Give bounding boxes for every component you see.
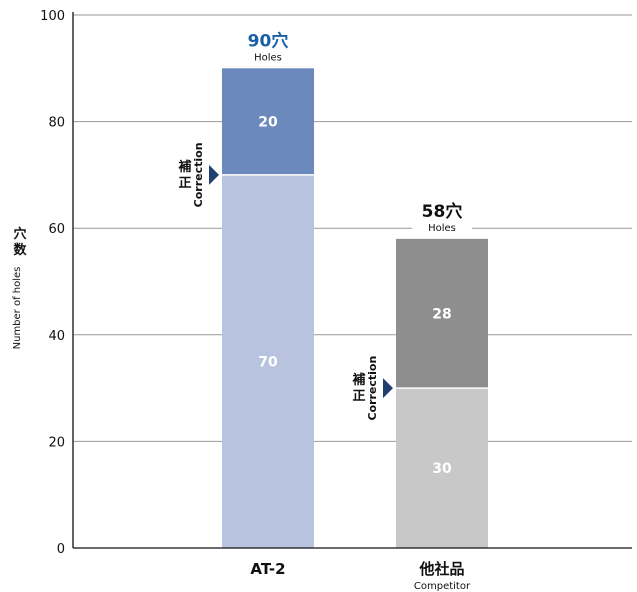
bar-segment-0-0 [222, 174, 314, 548]
total-sub-0: Holes [254, 52, 282, 63]
data-label-1-1: 28 [432, 306, 451, 322]
bars: 70 20 30 28 [222, 68, 488, 548]
correction-arrow-1 [383, 378, 393, 399]
category-label-0: AT-2 [250, 560, 285, 578]
total-value-0: 90穴 [248, 30, 289, 51]
y-tick-0: 0 [57, 542, 65, 557]
correction-jp-1-0: 補 [177, 159, 191, 175]
y-tick-labels: 0 20 40 60 80 100 [40, 9, 65, 557]
y-tick-40: 40 [48, 329, 65, 344]
data-label-1-0: 30 [432, 461, 452, 477]
data-label-0-1: 20 [258, 115, 278, 131]
bar-segment-1-1 [396, 238, 488, 389]
y-tick-100: 100 [40, 9, 65, 24]
category-sublabel-1: Competitor [414, 581, 471, 592]
axes [72, 12, 632, 549]
total-value-1: 58穴 [422, 201, 463, 222]
bar-segment-0-1 [222, 68, 314, 175]
category-label-1: 他社品 [418, 560, 464, 578]
correction-jp-1-1: 補 [351, 372, 365, 388]
data-label-0-0: 70 [258, 354, 278, 370]
bar-segment-1-0 [396, 388, 488, 548]
total-label-bg-1 [412, 198, 472, 237]
y-tick-60: 60 [48, 222, 65, 237]
correction-en-0: Correction [192, 142, 205, 207]
ylabel-en: Number of holes [12, 267, 23, 350]
y-tick-20: 20 [48, 435, 65, 450]
y-tick-80: 80 [48, 116, 65, 131]
ylabel-jp-2: 数 [13, 242, 27, 258]
correction-jp-2-1: 正 [352, 389, 365, 404]
y-axis-label: 穴数 Number of holes [12, 226, 27, 349]
correction-jp-2-0: 正 [178, 176, 191, 191]
category-labels: AT-2 他社品 Competitor [250, 560, 471, 592]
gridlines [73, 14, 632, 442]
ylabel-jp-1: 穴 [13, 226, 26, 242]
correction-arrow-0 [209, 164, 219, 185]
correction-en-1: Correction [366, 356, 379, 421]
total-sub-1: Holes [428, 223, 456, 234]
